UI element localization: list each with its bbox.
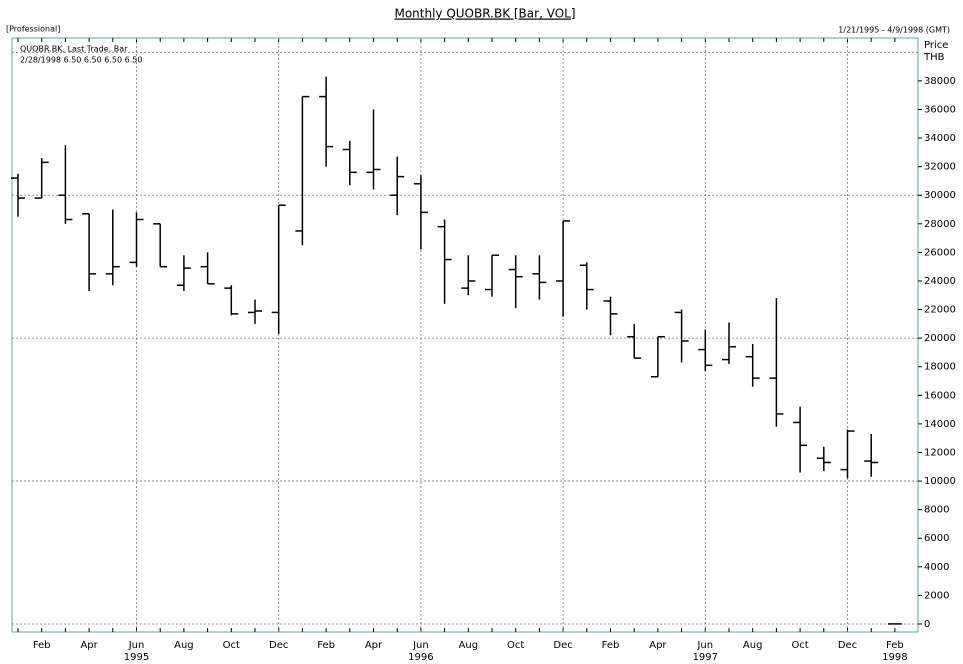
x-tick-label: Apr xyxy=(649,640,667,651)
x-tick-label: Jun xyxy=(696,640,713,651)
y-tick-label: 30000 xyxy=(924,190,956,201)
y-tick-label: 16000 xyxy=(924,390,956,401)
x-tick-label: Feb xyxy=(317,640,335,651)
x-tick-label: Jun xyxy=(128,640,145,651)
y-tick-label: 6000 xyxy=(924,533,949,544)
legend-line: 2/28/1998 6.50 6.50 6.50 6.50 xyxy=(20,56,142,65)
x-tick-label: Oct xyxy=(223,640,240,651)
x-tick-label: Feb xyxy=(33,640,51,651)
y-tick-label: 36000 xyxy=(924,104,956,115)
x-year-label: 1997 xyxy=(693,652,718,663)
x-tick-label: Aug xyxy=(459,640,479,651)
x-year-label: 1995 xyxy=(124,652,149,663)
y-tick-label: 38000 xyxy=(924,76,956,87)
plot-area xyxy=(11,37,919,633)
y-axis-label: Price xyxy=(924,40,948,51)
x-year-label: 1996 xyxy=(408,652,433,663)
x-tick-label: Dec xyxy=(553,640,572,651)
y-tick-label: 20000 xyxy=(924,333,956,344)
x-tick-label: Dec xyxy=(838,640,857,651)
y-tick-label: 0 xyxy=(924,619,930,630)
y-tick-label: 22000 xyxy=(924,305,956,316)
y-tick-label: 28000 xyxy=(924,219,956,230)
x-tick-label: Oct xyxy=(791,640,808,651)
y-tick-label: 32000 xyxy=(924,162,956,173)
edition-label: [Professional] xyxy=(6,25,60,34)
x-tick-label: Apr xyxy=(365,640,383,651)
y-tick-label: 10000 xyxy=(924,476,956,487)
y-axis-label: THB xyxy=(923,52,945,63)
y-tick-label: 2000 xyxy=(924,590,949,601)
x-tick-label: Feb xyxy=(602,640,620,651)
x-tick-label: Aug xyxy=(743,640,763,651)
x-tick-label: Oct xyxy=(507,640,524,651)
x-tick-label: Apr xyxy=(80,640,98,651)
chart-title: Monthly QUOBR.BK [Bar, VOL] xyxy=(394,7,575,21)
x-tick-label: Aug xyxy=(174,640,194,651)
y-tick-label: 26000 xyxy=(924,247,956,258)
legend-line: QUOBR.BK, Last Trade, Bar xyxy=(20,45,128,54)
x-tick-label: Jun xyxy=(412,640,429,651)
y-tick-label: 24000 xyxy=(924,276,956,287)
y-tick-label: 18000 xyxy=(924,362,956,373)
y-tick-label: 12000 xyxy=(924,447,956,458)
date-range: 1/21/1995 - 4/9/1998 (GMT) xyxy=(838,26,950,35)
y-tick-label: 14000 xyxy=(924,419,956,430)
x-tick-label: Dec xyxy=(269,640,288,651)
x-tick-label: Feb xyxy=(886,640,904,651)
x-year-label: 1998 xyxy=(882,652,907,663)
y-tick-label: 8000 xyxy=(924,505,949,516)
y-tick-label: 34000 xyxy=(924,133,956,144)
y-tick-label: 4000 xyxy=(924,562,949,573)
